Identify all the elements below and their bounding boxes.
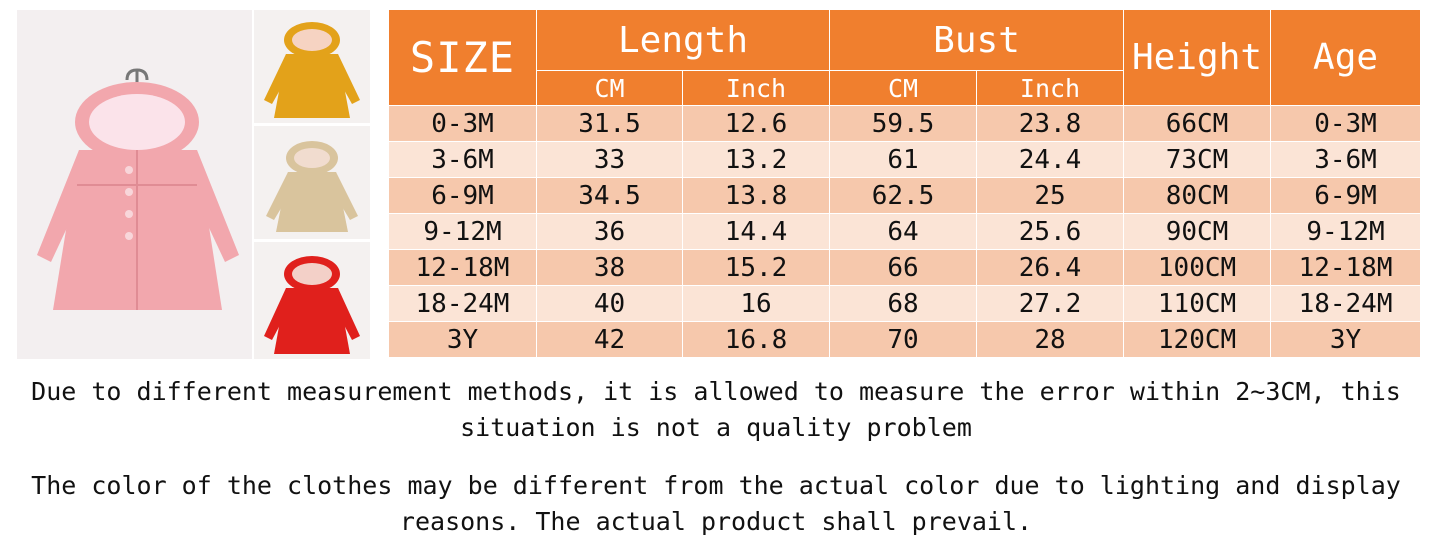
cell-bust-inch: 28: [976, 321, 1125, 358]
cell-size: 3Y: [388, 321, 537, 358]
cell-length-cm: 36: [536, 213, 683, 250]
cell-length-inch: 13.2: [681, 141, 831, 178]
header-height: Height: [1123, 9, 1272, 106]
cell-length-cm: 33: [536, 141, 683, 178]
cell-size: 9-12M: [388, 213, 537, 250]
color-disclaimer: The color of the clothes may be differen…: [31, 471, 1401, 536]
yellow-coat-image: [254, 10, 370, 123]
cell-size: 18-24M: [388, 285, 537, 322]
header-length: Length: [535, 9, 831, 71]
cell-length-cm: 31.5: [536, 105, 683, 142]
subheader-length-inch: Inch: [681, 70, 831, 106]
cell-length-inch: 16: [681, 285, 831, 322]
table-row: 0-3M 31.5 12.6 59.5 23.8 66CM 0-3M: [388, 105, 1422, 142]
cell-length-cm: 38: [536, 249, 683, 286]
header-age: Age: [1270, 9, 1422, 106]
cell-length-cm: 34.5: [536, 177, 683, 214]
cell-bust-inch: 23.8: [976, 105, 1125, 142]
cell-length-cm: 42: [536, 321, 683, 358]
cell-height: 100CM: [1123, 249, 1272, 286]
cell-length-inch: 16.8: [681, 321, 831, 358]
subheader-length-cm: CM: [536, 70, 683, 106]
cell-bust-cm: 59.5: [829, 105, 978, 142]
cell-height: 80CM: [1123, 177, 1272, 214]
cell-bust-cm: 64: [829, 213, 978, 250]
cell-age: 3Y: [1270, 321, 1422, 358]
size-chart-table: SIZE Length Bust Height Age CM Inch CM I…: [388, 9, 1422, 358]
red-coat-image: [254, 242, 370, 359]
cell-height: 66CM: [1123, 105, 1272, 142]
cell-bust-inch: 24.4: [976, 141, 1125, 178]
table-row: 9-12M 36 14.4 64 25.6 90CM 9-12M: [388, 213, 1422, 250]
cell-age: 0-3M: [1270, 105, 1422, 142]
cell-length-inch: 14.4: [681, 213, 831, 250]
cell-bust-cm: 61: [829, 141, 978, 178]
cell-bust-inch: 25: [976, 177, 1125, 214]
cell-bust-cm: 66: [829, 249, 978, 286]
cell-length-inch: 12.6: [681, 105, 831, 142]
cell-age: 12-18M: [1270, 249, 1422, 286]
table-row: 12-18M 38 15.2 66 26.4 100CM 12-18M: [388, 249, 1422, 286]
cell-bust-cm: 62.5: [829, 177, 978, 214]
cell-age: 6-9M: [1270, 177, 1422, 214]
cell-height: 110CM: [1123, 285, 1272, 322]
variant-photo-red-coat: [254, 242, 370, 359]
subheader-row: CM Inch CM Inch: [389, 70, 1421, 106]
cell-bust-cm: 68: [829, 285, 978, 322]
subheader-bust-cm: CM: [829, 70, 978, 106]
cell-size: 12-18M: [388, 249, 537, 286]
header-size: SIZE: [388, 9, 537, 106]
cell-bust-inch: 27.2: [976, 285, 1125, 322]
cell-length-inch: 15.2: [681, 249, 831, 286]
cell-bust-inch: 26.4: [976, 249, 1125, 286]
table-row: 18-24M 40 16 68 27.2 110CM 18-24M: [388, 285, 1422, 322]
table-row: 3-6M 33 13.2 61 24.4 73CM 3-6M: [388, 141, 1422, 178]
header-row: SIZE Length Bust Height Age: [388, 9, 1422, 106]
cell-bust-inch: 25.6: [976, 213, 1125, 250]
table-row: 6-9M 34.5 13.8 62.5 25 80CM 6-9M: [388, 177, 1422, 214]
variant-photo-khaki-coat: [254, 126, 370, 239]
cell-size: 6-9M: [388, 177, 537, 214]
cell-height: 73CM: [1123, 141, 1272, 178]
cell-length-cm: 40: [536, 285, 683, 322]
subheader-bust-inch: Inch: [976, 70, 1125, 106]
cell-age: 3-6M: [1270, 141, 1422, 178]
main-product-photo-pink-coat: [17, 10, 252, 359]
pink-coat-image: [17, 10, 252, 359]
measurement-disclaimer: Due to different measurement methods, it…: [31, 377, 1401, 442]
header-bust: Bust: [829, 9, 1125, 71]
cell-age: 18-24M: [1270, 285, 1422, 322]
cell-size: 0-3M: [388, 105, 537, 142]
khaki-coat-image: [254, 126, 370, 239]
cell-length-inch: 13.8: [681, 177, 831, 214]
cell-size: 3-6M: [388, 141, 537, 178]
cell-height: 90CM: [1123, 213, 1272, 250]
table-row: 3Y 42 16.8 70 28 120CM 3Y: [388, 321, 1422, 358]
variant-photo-yellow-coat: [254, 10, 370, 123]
cell-age: 9-12M: [1270, 213, 1422, 250]
cell-bust-cm: 70: [829, 321, 978, 358]
cell-height: 120CM: [1123, 321, 1272, 358]
